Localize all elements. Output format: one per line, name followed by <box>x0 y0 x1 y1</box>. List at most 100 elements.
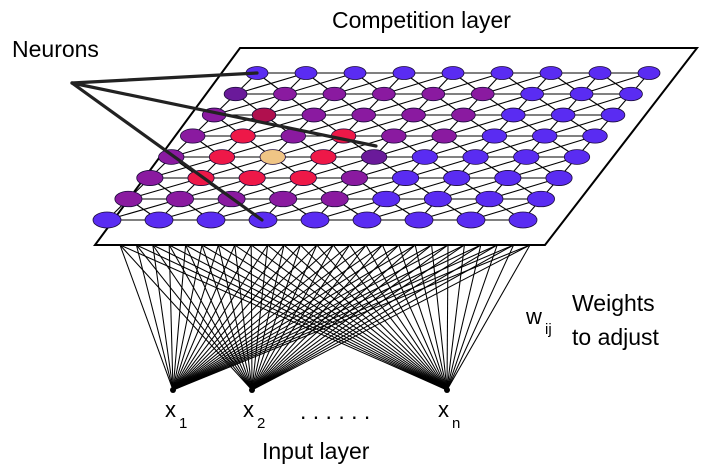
weight-connection <box>251 244 285 391</box>
neuron <box>550 107 576 123</box>
weight-connection <box>168 244 448 391</box>
weight-connection <box>446 244 449 391</box>
neuron <box>136 170 164 186</box>
weight-connection <box>119 244 174 391</box>
neuron <box>421 86 446 102</box>
mesh-link <box>221 135 294 158</box>
mesh-link <box>413 93 483 116</box>
winning-neuron <box>259 149 286 165</box>
weight-connection <box>446 244 482 391</box>
neuron <box>470 86 495 102</box>
mesh-link <box>393 114 464 137</box>
competition-layer-label: Competition layer <box>332 7 511 33</box>
weight-connection <box>218 244 448 391</box>
weight-connection <box>251 244 482 391</box>
neuron <box>92 211 122 229</box>
weight-connection <box>119 244 448 391</box>
neuron-pointer <box>70 71 259 85</box>
input-x2-subscript: 2 <box>257 415 265 432</box>
weight-connection <box>446 244 515 391</box>
neuron <box>431 128 457 144</box>
weight-connection <box>234 244 253 391</box>
neuron <box>381 128 407 144</box>
weight-connection <box>251 244 498 391</box>
neuron <box>208 149 236 165</box>
neuron <box>300 211 330 229</box>
input-node <box>444 387 450 393</box>
neuron <box>289 170 317 186</box>
mesh-link <box>482 72 552 95</box>
weight-connection <box>251 244 465 391</box>
neuron <box>372 86 396 102</box>
weight-connection <box>136 244 448 391</box>
weight-connection <box>152 244 448 391</box>
weight-connection <box>316 244 448 391</box>
weight-connection <box>267 244 448 391</box>
weight-connection <box>446 244 531 391</box>
mesh-link <box>463 93 533 116</box>
weight-connection <box>349 244 448 391</box>
neuron <box>545 170 573 186</box>
mesh-link <box>313 93 385 116</box>
mesh-link <box>343 114 414 137</box>
weight-connection <box>250 244 448 391</box>
neuron <box>230 128 256 144</box>
neuron <box>114 190 143 208</box>
neuron-pointer-lines <box>70 71 378 222</box>
neuron <box>392 170 420 186</box>
neuron <box>600 107 626 123</box>
neuron <box>196 211 226 229</box>
neuron <box>273 86 297 102</box>
neuron <box>392 66 416 80</box>
weight-connection <box>250 244 253 391</box>
mesh-link <box>494 114 564 137</box>
neuron <box>322 86 347 102</box>
neuron <box>352 211 382 229</box>
neuron <box>494 170 522 186</box>
weight-connection <box>251 244 531 391</box>
neuron <box>520 86 544 102</box>
weights-symbol: w <box>525 304 542 329</box>
weight-connection <box>398 244 448 391</box>
input-layer-label: Input layer <box>262 438 370 464</box>
neuron <box>563 149 591 165</box>
weight-connection <box>251 244 301 391</box>
input-x2-label: x <box>243 397 254 422</box>
mesh-link <box>334 72 405 95</box>
neuron <box>404 211 434 229</box>
neuron <box>343 66 367 80</box>
neuron <box>238 170 266 186</box>
weight-connection <box>185 244 448 391</box>
neuron <box>508 211 538 229</box>
input-xn-subscript: n <box>452 415 460 432</box>
mesh-link <box>531 72 601 95</box>
mesh-link <box>562 93 632 116</box>
mesh-link <box>581 72 650 95</box>
neuron <box>423 190 452 208</box>
mesh-link <box>272 135 344 158</box>
neuron <box>372 190 401 208</box>
weight-connection <box>431 244 448 391</box>
neuron <box>351 107 376 123</box>
neuron <box>539 66 563 80</box>
weight-connection <box>135 244 253 391</box>
neuron <box>144 211 174 229</box>
input-x1-subscript: 1 <box>179 415 187 432</box>
neuron <box>588 66 612 80</box>
mesh-link <box>443 114 514 137</box>
mesh-link <box>284 72 356 95</box>
neuron <box>637 66 661 80</box>
neuron <box>361 149 388 165</box>
weight-connection <box>414 244 448 391</box>
neuron <box>475 190 504 208</box>
weight-connection <box>300 244 448 391</box>
neuron <box>320 190 349 208</box>
neuron <box>180 128 206 144</box>
neuron <box>619 86 643 102</box>
weights-symbol-w: w <box>525 304 542 329</box>
weight-connection <box>152 244 253 391</box>
neuron <box>490 66 514 80</box>
neuron <box>340 170 368 186</box>
mesh-link <box>235 72 307 95</box>
